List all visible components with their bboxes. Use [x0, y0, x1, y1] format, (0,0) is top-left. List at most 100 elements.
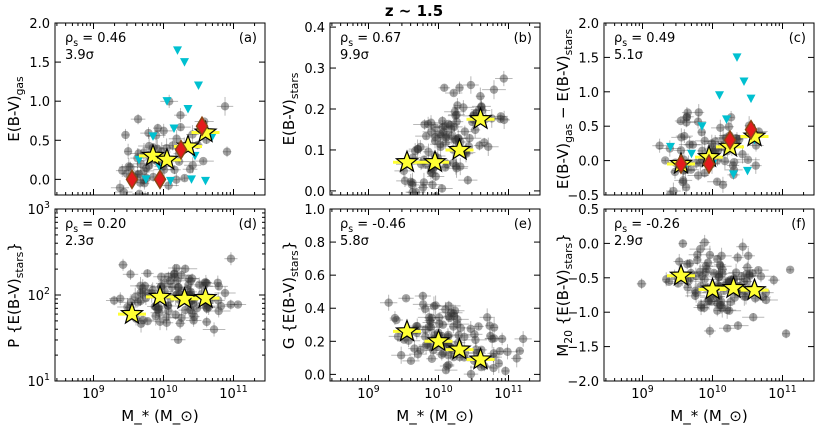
data-point — [174, 108, 187, 123]
point-marker — [202, 203, 210, 211]
point-marker — [189, 316, 198, 325]
panels: 0.0 0.5 1.0 1.5 2.0 E(B-V)gas ρs = 0.463.9σ (a)… — [5, 17, 815, 426]
point-marker — [679, 176, 688, 185]
data-point — [463, 365, 479, 381]
data-point — [718, 176, 728, 193]
y-tick-label: 0.6 — [304, 269, 325, 284]
data-point — [138, 287, 147, 300]
data-point — [485, 316, 495, 335]
data-point — [462, 76, 479, 94]
point-marker — [170, 269, 179, 278]
star-marker — [426, 328, 451, 352]
point-marker — [691, 288, 701, 298]
data-point — [438, 83, 451, 92]
data-point — [707, 297, 716, 306]
plot-area — [393, 70, 513, 195]
upper-limit-marker — [141, 175, 151, 184]
point-marker — [744, 270, 754, 279]
data-point — [711, 293, 732, 310]
data-point — [692, 264, 708, 280]
y-tick-label: −0.5 — [567, 272, 599, 287]
data-point — [726, 294, 735, 310]
point-marker — [737, 272, 746, 281]
point-marker — [136, 296, 145, 306]
data-point — [436, 137, 445, 157]
y-axis-label: E(B-V)gas — [5, 76, 26, 142]
point-marker — [187, 274, 197, 283]
data-point — [693, 194, 699, 195]
data-point — [736, 155, 760, 164]
point-marker — [202, 279, 211, 288]
data-point — [698, 259, 713, 273]
data-point — [408, 139, 427, 159]
point-marker — [682, 118, 691, 127]
point-marker — [131, 292, 140, 302]
point-marker — [419, 300, 428, 309]
point-marker — [742, 269, 751, 279]
point-marker — [451, 162, 461, 171]
star-marker — [700, 276, 725, 300]
data-point — [484, 334, 504, 343]
y-tick-label: −0.5 — [567, 189, 599, 204]
data-point — [450, 132, 461, 148]
point-marker — [201, 278, 211, 287]
data-point — [168, 263, 185, 273]
y-tick-label: 2.0 — [578, 17, 599, 32]
point-marker — [440, 83, 449, 92]
point-marker — [637, 279, 646, 289]
point-marker — [153, 123, 163, 133]
point-marker — [503, 347, 512, 356]
point-marker — [743, 155, 753, 164]
point-marker — [745, 271, 754, 280]
point-marker — [444, 119, 453, 129]
point-marker — [444, 360, 453, 370]
point-marker — [769, 275, 779, 285]
point-marker — [694, 108, 703, 117]
point-marker — [143, 316, 152, 326]
panel-d: 109 1010 1011 M_* (M_⊙) 101 102 103 P {E(B-V)st… — [5, 200, 266, 426]
data-point — [414, 291, 431, 301]
data-point — [136, 315, 146, 333]
point-marker — [722, 324, 732, 333]
data-point — [160, 315, 174, 331]
upper-limit-marker — [148, 132, 158, 141]
data-point — [170, 335, 186, 344]
data-point — [389, 315, 403, 325]
point-marker — [424, 313, 434, 322]
data-point — [173, 264, 198, 274]
point-marker — [702, 264, 711, 274]
data-point — [713, 304, 722, 317]
upper-limit-marker — [134, 155, 144, 165]
point-marker — [181, 264, 190, 273]
point-marker — [471, 345, 481, 354]
point-marker — [709, 268, 719, 278]
data-point — [475, 87, 486, 105]
data-point — [706, 134, 717, 153]
data-point — [222, 146, 232, 158]
data-point — [440, 136, 451, 149]
point-marker — [431, 132, 440, 142]
point-marker — [154, 304, 163, 313]
point-marker — [126, 162, 135, 172]
data-point — [449, 114, 464, 129]
point-marker — [440, 122, 449, 131]
data-point — [422, 127, 440, 137]
data-point — [406, 173, 415, 190]
data-point — [445, 88, 463, 98]
point-marker — [690, 291, 700, 301]
data-point — [414, 172, 434, 192]
data-point — [398, 294, 414, 303]
data-point — [754, 295, 778, 305]
diamond-marker — [674, 153, 688, 175]
data-point — [480, 137, 489, 148]
data-point — [675, 129, 693, 143]
point-marker — [173, 335, 183, 344]
data-point — [673, 253, 685, 270]
point-marker — [489, 323, 499, 332]
point-marker — [174, 282, 183, 292]
data-point — [473, 140, 486, 151]
panel-e: 109 1010 1011 M_* (M_⊙) 0.0 0.2 0.4 0.6 0.8 1.0 G … — [280, 203, 541, 426]
data-point — [130, 276, 151, 295]
point-marker — [439, 127, 448, 136]
data-point — [434, 365, 458, 375]
